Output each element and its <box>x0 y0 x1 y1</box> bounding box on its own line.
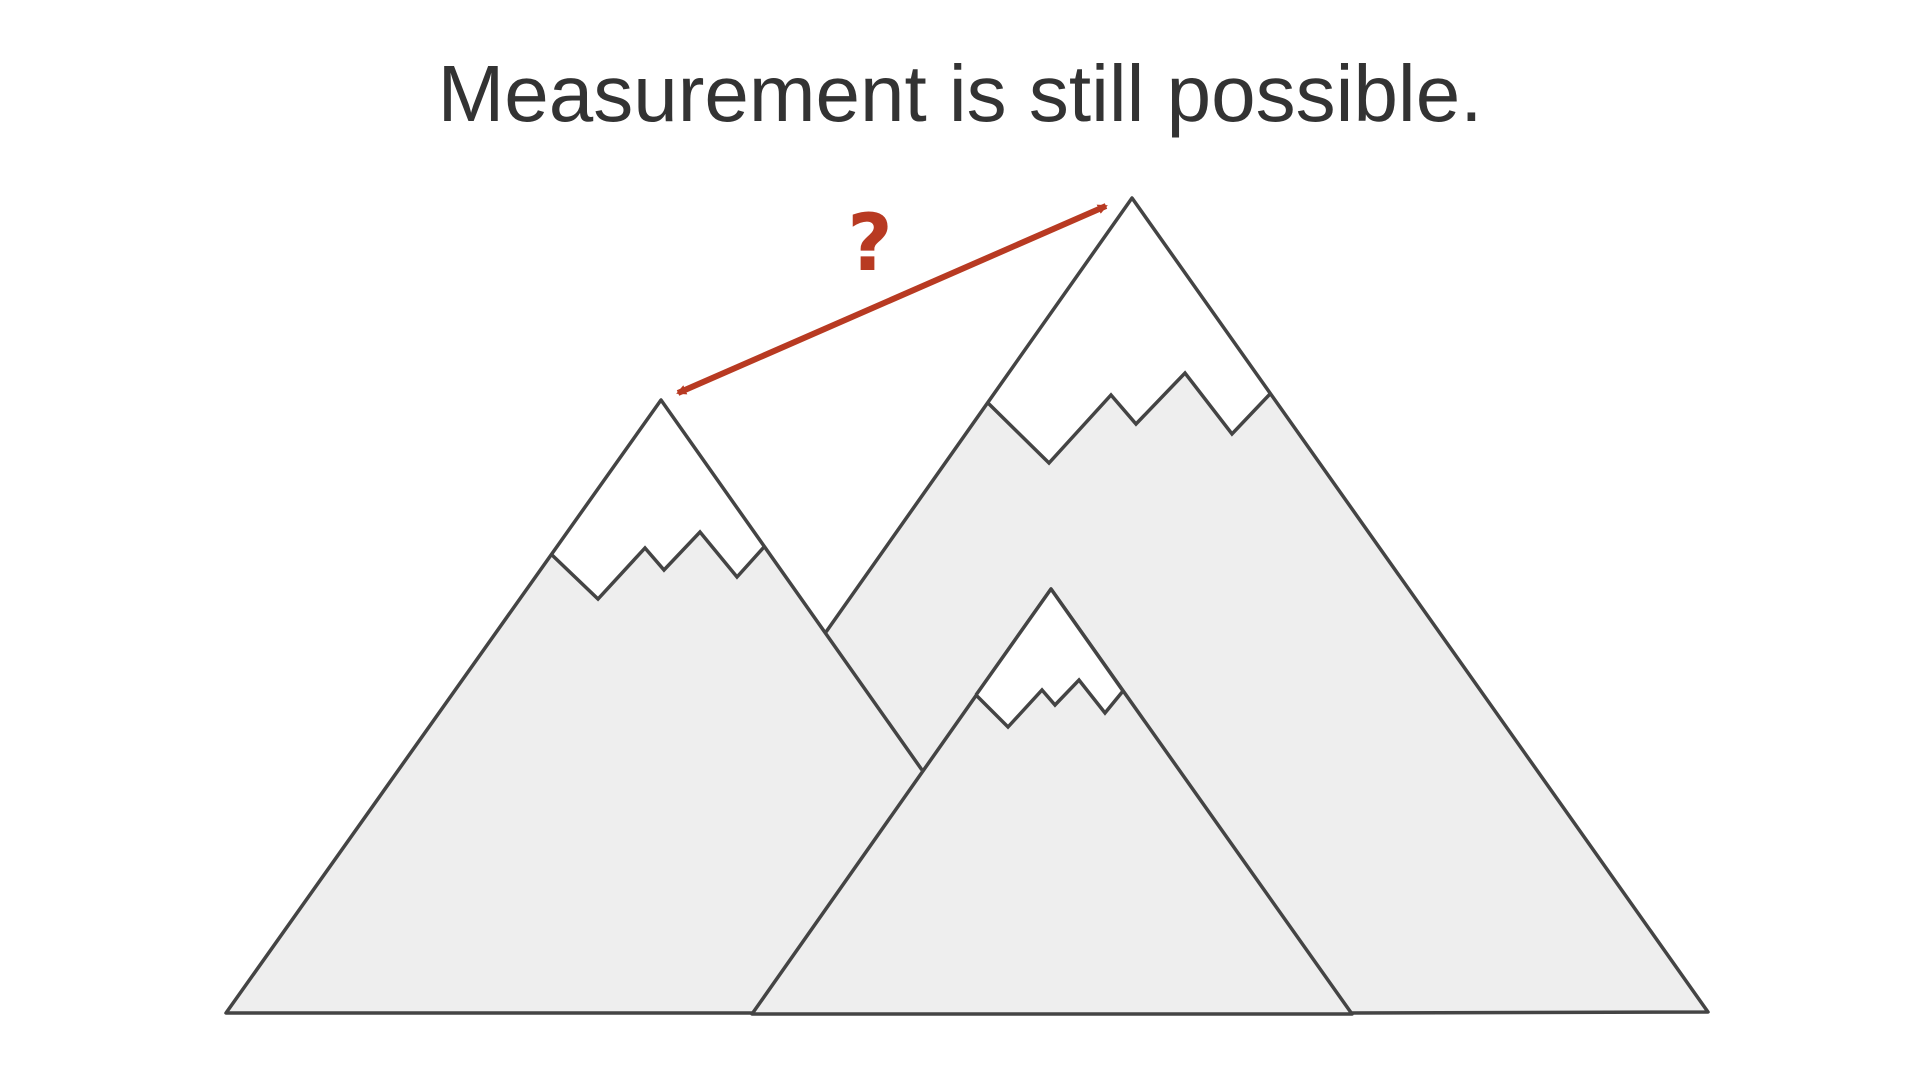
slide-title: Measurement is still possible. <box>437 49 1483 138</box>
tall-mountain-snowline <box>986 370 1272 466</box>
distance-arrow <box>676 203 1108 396</box>
front-mountain-snowcap <box>976 589 1123 727</box>
front-mountain-snowline <box>974 677 1125 730</box>
tall-mountain-snowcap <box>988 198 1270 463</box>
left-mountain-snowcap <box>552 400 764 599</box>
front-mountain <box>750 587 1354 1016</box>
front-mountain-body <box>750 587 1354 1016</box>
question-mark-label: ? <box>847 199 892 289</box>
left-mountain-outline <box>224 398 924 1015</box>
left-mountain-snowline <box>550 529 766 602</box>
front-mountain-outline-top <box>974 587 1125 697</box>
tall-mountain-outline <box>824 196 1710 1015</box>
left-mountain <box>224 398 924 1015</box>
